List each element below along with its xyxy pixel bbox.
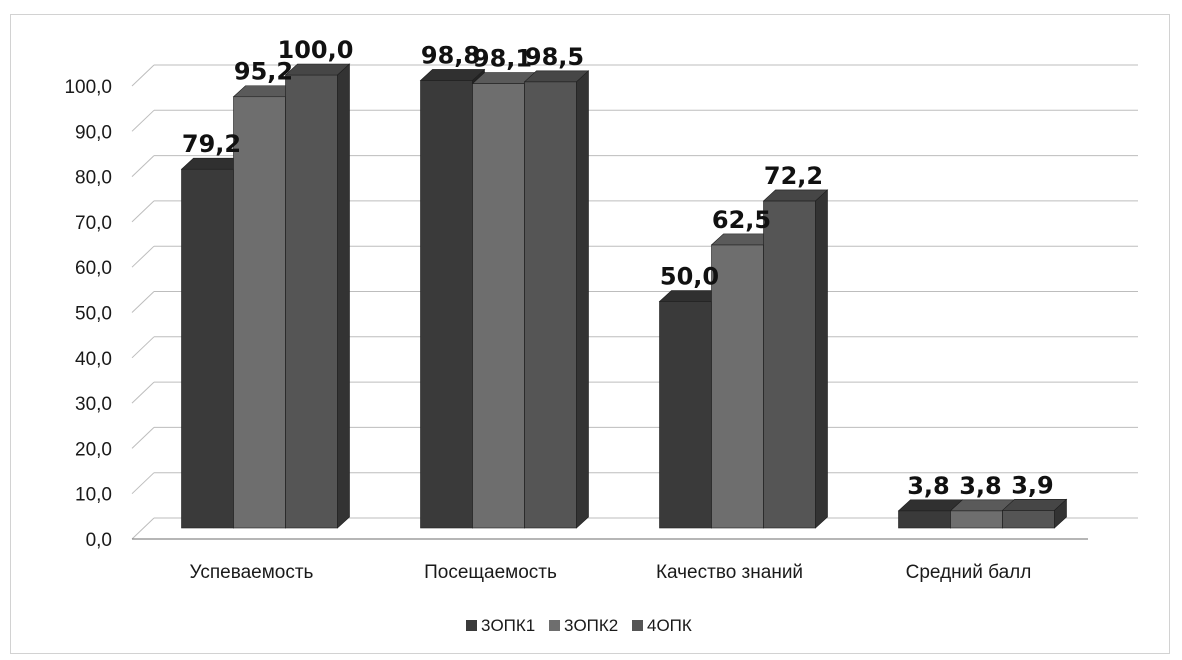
bar-front	[285, 74, 338, 529]
data-label: 3,8	[907, 472, 950, 500]
data-label: 3,8	[959, 472, 1002, 500]
data-label: 62,5	[712, 206, 771, 234]
bar-front	[711, 244, 764, 529]
x-tick-label: Средний балл	[906, 562, 1032, 583]
legend-label: 3ОПК2	[564, 616, 618, 635]
data-label: 3,9	[1011, 471, 1054, 499]
data-label: 79,2	[182, 130, 241, 158]
bar-front	[1002, 510, 1055, 529]
bar-front	[524, 81, 577, 529]
gridline-diag	[131, 109, 155, 132]
data-label: 98,8	[421, 41, 480, 69]
y-tick-label: 30,0	[75, 394, 112, 415]
bar-front	[898, 510, 951, 529]
bar-front	[420, 80, 473, 529]
bar-side	[337, 63, 350, 529]
bar	[523, 70, 590, 529]
gridline-diag	[131, 64, 155, 87]
y-tick-label: 60,0	[75, 258, 112, 279]
legend-label: 4ОПК	[647, 616, 692, 635]
gridline-diag	[131, 336, 155, 359]
y-tick-label: 70,0	[75, 213, 112, 234]
legend: 3ОПК1 3ОПК2 4ОПК	[466, 616, 692, 635]
bar-front	[950, 510, 1003, 529]
gridline-diag	[131, 245, 155, 268]
gridline-diag	[131, 155, 155, 177]
legend-swatch	[632, 620, 643, 631]
bar-front	[659, 301, 712, 529]
gridline-diag	[131, 517, 155, 540]
x-tick-label: Успеваемость	[190, 562, 314, 583]
data-label: 98,5	[525, 43, 584, 71]
bar-front	[181, 168, 234, 529]
y-tick-label: 100,0	[64, 77, 112, 98]
bar-front	[472, 83, 525, 529]
y-tick-label: 10,0	[75, 485, 112, 506]
data-label: 72,2	[764, 162, 823, 190]
data-label: 50,0	[660, 263, 719, 291]
data-label: 98,1	[473, 45, 532, 73]
bar-side	[576, 70, 589, 529]
data-label: 95,2	[234, 58, 293, 86]
y-tick-label: 80,0	[75, 168, 112, 189]
x-tick-label: Качество знаний	[656, 562, 803, 583]
legend-label: 3ОПК1	[481, 616, 535, 635]
bar-side	[1054, 498, 1067, 529]
gridline-diag	[131, 200, 155, 223]
bar-front	[233, 96, 286, 529]
y-tick-label: 40,0	[75, 349, 112, 370]
bar	[1001, 498, 1068, 529]
y-tick-label: 50,0	[75, 304, 112, 325]
bar-front	[763, 200, 816, 529]
legend-swatch	[466, 620, 477, 631]
y-tick-label: 20,0	[75, 439, 112, 460]
gridline-diag	[131, 381, 155, 404]
bars	[180, 63, 1068, 529]
gridline-diag	[131, 291, 155, 313]
y-tick-label: 0,0	[86, 530, 112, 551]
x-tick-label: Посещаемость	[424, 562, 557, 583]
data-label: 100,0	[278, 36, 354, 64]
x-axis: Успеваемость Посещаемость Качество знаний С…	[190, 562, 1032, 583]
gridline-diag	[131, 427, 155, 449]
bar	[762, 189, 829, 529]
bar-side	[815, 189, 828, 529]
gridline-diag	[131, 472, 155, 495]
y-axis: 0,0 10,0 20,0 30,0 40,0 50,0 60,0 70,0 80,0 90,0 1…	[64, 77, 112, 551]
y-tick-label: 90,0	[75, 122, 112, 143]
legend-swatch	[549, 620, 560, 631]
bar	[284, 63, 351, 529]
